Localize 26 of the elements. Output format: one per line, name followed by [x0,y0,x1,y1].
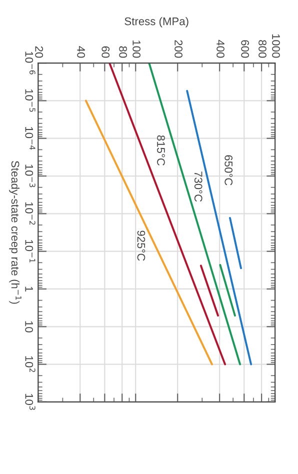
x-tick-label: 200 [174,40,182,58]
y-tick-label: 10$^{−6}$ [25,52,36,74]
y-tick-label: 10$^{−1}$ [25,240,36,262]
y-tick-label: 10$^{−2}$ [25,202,36,225]
x-tick-label: 80 [119,46,127,58]
text: 650°C [224,155,233,186]
x-tick-label: 400 [216,40,224,58]
x-tick-label: 20 [35,46,44,58]
text: 815°C [157,135,165,166]
x-tick-label: 600 [241,40,250,58]
y-tick-label: 10 [25,321,33,332]
x-axis-title: Stress (MPa) [124,17,188,28]
x-tick-label: 60 [102,46,110,58]
text: 730°C [194,172,202,202]
x-tick-label: 1000 [272,34,280,58]
x-tick-label: 40 [77,46,86,58]
y-tick-label: 10$^{3}$ [25,394,36,410]
x-tick-label: 100 [132,40,140,58]
y-tick-label: 1 [25,286,33,292]
x-tick-label: 800 [258,40,266,58]
y-tick-label: 10$^{−3}$ [25,164,36,188]
y-tick-label: 10$^{−4}$ [25,127,36,150]
text: 925°C [137,230,146,261]
y-axis-title: Steady-state creep rate (h$^{−1}$) [9,160,22,304]
y-tick-label: 10$^{2}$ [25,356,36,372]
y-tick-label: 10$^{−5}$ [25,89,36,112]
